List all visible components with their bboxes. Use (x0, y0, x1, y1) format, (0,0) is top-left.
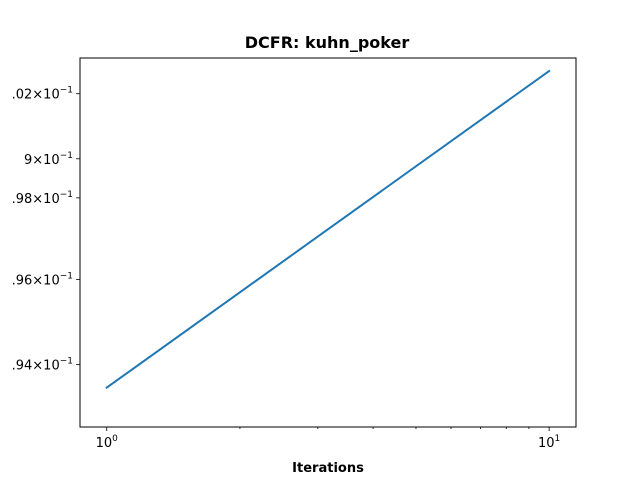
x-tick-label: 100 (96, 434, 119, 451)
x-axis-label: Iterations (292, 461, 364, 476)
y-tick-label: 9×10−1 (24, 151, 73, 168)
y-tick-label: .94×10−1 (12, 357, 73, 374)
plot-area (79, 57, 577, 428)
y-tick-label: .96×10−1 (12, 271, 73, 288)
y-axis: .94×10−1 .96×10−1 .98×10−1 9×10−1 .02×10−1 (12, 86, 80, 374)
x-tick-label: 101 (538, 434, 560, 451)
chart-title: DCFR: kuhn_poker (245, 33, 410, 52)
series-layer (105, 69, 551, 389)
y-tick-label: .02×10−1 (12, 86, 73, 103)
x-axis: 100 101 (96, 427, 560, 451)
series-line (105, 69, 551, 389)
y-tick-label: .98×10−1 (12, 190, 73, 207)
